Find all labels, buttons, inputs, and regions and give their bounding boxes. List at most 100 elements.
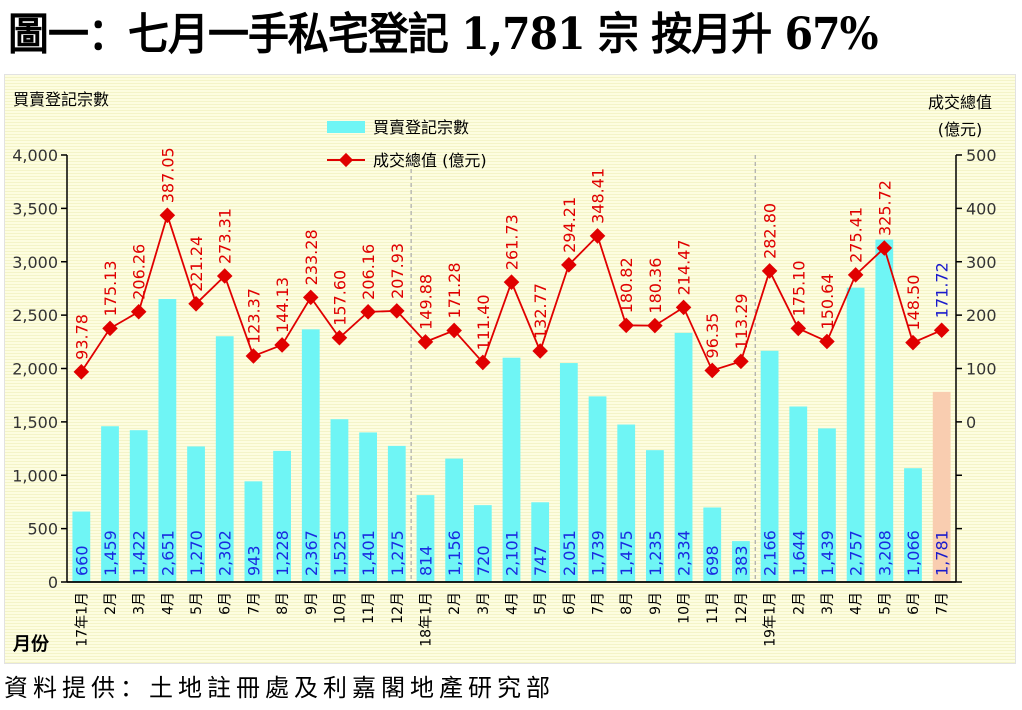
- line-data-label: 111.40: [474, 294, 493, 350]
- x-tick-label: 7月: [591, 592, 607, 615]
- bar: [445, 458, 464, 582]
- left-axis-tick-label: 1,000: [12, 466, 58, 485]
- bar: [101, 426, 119, 582]
- line-data-label: 180.82: [617, 257, 636, 313]
- line-marker-diamond: [933, 322, 950, 338]
- legend-diamond-icon: [338, 152, 354, 168]
- bar: [703, 507, 722, 582]
- x-tick-label: 7月: [246, 592, 262, 615]
- bar-data-labels: 660 1,459 1,422 2,651 1,270 2,302 943 1,228 2,36…: [72, 530, 951, 576]
- bar-data-label: 2,101: [503, 530, 522, 576]
- bar-data-label: 943: [244, 545, 263, 576]
- bar: [187, 446, 205, 582]
- line-marker-diamond: [704, 362, 721, 379]
- x-tick-label: 9月: [304, 592, 320, 615]
- chart-title: 圖一：七月一手私宅登記 1,781 宗 按月升 67%: [8, 9, 879, 60]
- line-marker-diamond: [647, 317, 663, 334]
- bar: [760, 350, 779, 582]
- line-data-label: 149.88: [416, 274, 435, 330]
- x-tick-label: 3月: [820, 592, 836, 615]
- bar: [617, 424, 636, 582]
- bar: [330, 419, 349, 582]
- line-marker-diamond: [876, 240, 893, 256]
- left-axis-tick-label: 500: [27, 520, 58, 539]
- bar: [416, 495, 435, 582]
- x-axis-title: 月份: [12, 633, 50, 655]
- left-axis-tick-label: 2,500: [12, 306, 58, 325]
- line-marker-diamond: [761, 263, 778, 279]
- bar: [559, 363, 578, 582]
- bar-data-label: 2,334: [675, 530, 694, 576]
- bar-data-label: 1,275: [388, 530, 407, 576]
- line-data-label: 157.60: [330, 270, 349, 326]
- chart-panel: 買賣登記宗數 成交總值 (億元) 月份 買賣登記宗數 成交總值 (億元) 660…: [4, 74, 1016, 664]
- x-tick-label: 17年1月: [74, 592, 90, 647]
- bar-data-label: 2,166: [761, 530, 780, 576]
- bar-data-label: 1,739: [589, 530, 608, 576]
- bar: [531, 502, 550, 582]
- line-data-label: 233.28: [302, 229, 321, 285]
- x-tick-label: 12月: [390, 592, 406, 624]
- bar-data-label: 1,781: [933, 530, 952, 576]
- bar: [473, 505, 492, 582]
- x-tick-label: 18年1月: [418, 592, 434, 647]
- bar-data-label: 2,367: [302, 530, 321, 576]
- left-axis-tick-label: 3,000: [12, 253, 58, 272]
- bar: [502, 357, 521, 582]
- bar-data-label: 1,475: [617, 530, 636, 576]
- x-tick-label: 10月: [332, 592, 348, 624]
- line-data-label: 123.37: [244, 288, 263, 344]
- source-note: 資料提供：土地註冊處及利嘉閣地產研究部: [4, 674, 555, 702]
- bar: [846, 287, 865, 582]
- bar: [158, 299, 177, 582]
- bar: [875, 239, 894, 582]
- line-data-label: 175.10: [789, 260, 808, 316]
- bar: [818, 428, 836, 582]
- bar: [273, 450, 291, 582]
- left-axis-tick-label: 4,000: [12, 146, 58, 165]
- right-axis-title-line1: 成交總值: [928, 93, 992, 112]
- bar-data-label: 747: [531, 545, 550, 576]
- bar-data-label: 720: [474, 545, 493, 576]
- right-axis-tick-label: 100: [966, 360, 997, 379]
- line-marker-diamond: [503, 274, 520, 290]
- right-axis-tick-label: 200: [966, 306, 997, 325]
- legend: 買賣登記宗數 成交總值 (億元): [327, 118, 487, 170]
- line-marker-diamond: [675, 299, 692, 316]
- line-marker-diamond: [274, 337, 290, 353]
- x-tick-label: 9月: [648, 592, 664, 615]
- line-marker-diamond: [245, 348, 262, 364]
- x-tick-label: 5月: [877, 592, 893, 615]
- chart-svg: 買賣登記宗數 成交總值 (億元) 月份 買賣登記宗數 成交總值 (億元) 660…: [12, 90, 997, 655]
- x-tick-label: 19年1月: [763, 592, 779, 647]
- line-data-label: 206.16: [359, 244, 378, 300]
- bar: [674, 332, 693, 582]
- bar-data-label: 1,439: [818, 530, 837, 576]
- left-axis-title: 買賣登記宗數: [13, 90, 109, 109]
- bar-data-label: 1,644: [789, 530, 808, 576]
- x-tick-label: 8月: [275, 592, 291, 615]
- line-data-label: 175.13: [101, 260, 120, 316]
- left-axis-tick-label: 2,000: [12, 360, 58, 379]
- bar-data-label: 1,156: [445, 530, 464, 576]
- right-axis-tick-label: 500: [966, 146, 997, 165]
- line-data-label: 171.72: [933, 262, 952, 318]
- line-marker-diamond: [216, 268, 233, 284]
- bar: [301, 329, 320, 582]
- bar-data-label: 1,235: [646, 530, 665, 576]
- line-marker-diamond: [188, 296, 204, 312]
- line-data-label: 150.64: [818, 273, 837, 329]
- axes: 0 500 1,000 1,500 2,000 2,500 3,000 3,500 4,000 0…: [12, 146, 996, 592]
- right-axis-tick-label: 400: [966, 199, 997, 218]
- bar: [645, 450, 664, 582]
- line-marker-diamond: [790, 320, 807, 337]
- bar-data-label: 1,525: [330, 530, 349, 576]
- legend-bar-swatch: [327, 121, 365, 133]
- bar-data-label: 1,422: [130, 530, 149, 576]
- bar-data-label: 1,066: [904, 530, 923, 576]
- x-tick-label: 6月: [906, 592, 922, 615]
- x-tick-label: 6月: [218, 592, 234, 615]
- legend-line-label: 成交總值 (億元): [373, 151, 487, 170]
- bar-data-label: 1,270: [187, 530, 206, 576]
- x-tick-label: 2月: [447, 592, 463, 615]
